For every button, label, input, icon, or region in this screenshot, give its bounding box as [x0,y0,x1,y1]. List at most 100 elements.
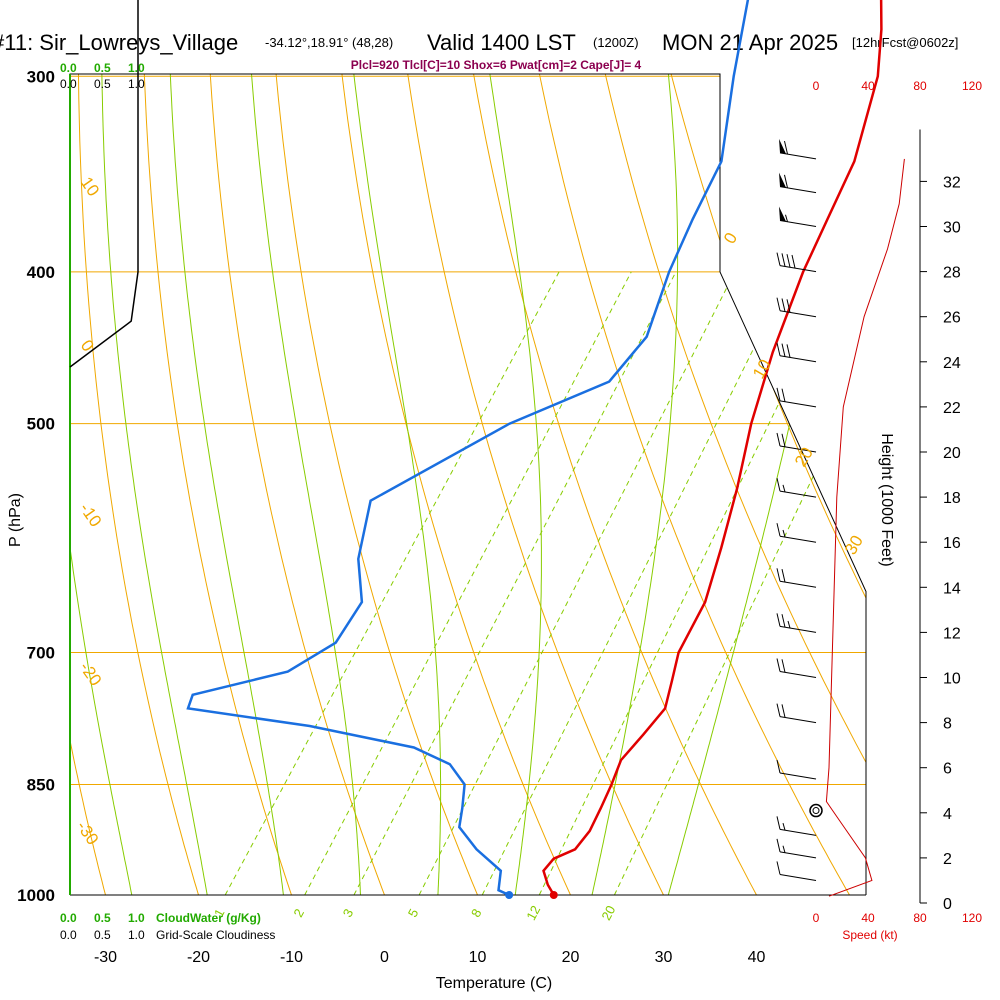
wind-barb-staff-2 [779,828,817,836]
wind-barb-pennant-15-0 [779,206,786,222]
wind-barb-flag-14-1 [781,253,786,267]
wind-barb-15 [779,206,817,227]
dry-adiabat--20 [77,74,210,895]
wind-barb-flag-9-0 [776,477,781,492]
height-tick-14: 14 [943,580,961,597]
wind-barb-flag-0-0 [776,861,781,875]
pressure-tick-700: 700 [27,643,55,662]
wind-barb-half-8 [782,529,786,538]
wind-barb-13 [776,297,817,318]
cloudwater-top-0: 0.0 [60,61,77,75]
wind-barb-4 [776,703,817,724]
moist-adiabat--24 [70,74,139,895]
wind-barb-5 [776,658,817,678]
wind-barb-flag-17-1.5 [784,140,788,155]
surface-dewpoint-dot [505,891,514,899]
wind-barb-flag-14-0 [776,252,781,266]
dry-adiabat-70 [636,74,866,895]
dry-adiabat-40 [450,74,775,895]
wind-barb-6 [776,613,817,633]
height-tick-32: 32 [943,174,961,191]
mixing-ratio-line-2 [304,271,632,895]
dry-adiabat-30 [388,74,681,895]
cloudwater-bottom-2: 1.0 [128,911,145,925]
wind-barb-flag-10-1 [781,433,786,447]
wind-barb-flag-16-1.5 [784,174,788,188]
wind-barb-14 [776,252,817,273]
valid-date: MON 21 Apr 2025 [662,30,838,55]
speed-tick-bottom-0: 0 [813,911,820,925]
lcl-marker-inner [812,807,820,815]
cloudiness-line [69,0,139,368]
wind-barb-flag-13-2 [786,299,791,313]
lcl-marker [809,803,823,818]
cloudwater-scale-bottom: 0.0 0.5 1.0 CloudWater (g/Kg) 0.0 0.5 1.… [60,911,275,942]
wind-barb-staff-3 [779,772,817,780]
cloudiness-bottom-1: 0.5 [94,928,111,942]
pressure-tick-1000: 1000 [17,886,55,905]
station-title: #11: Sir_Lowreys_Village [0,30,238,55]
wind-barb-flag-14-2 [786,254,791,268]
wind-barb-flag-3-0 [776,759,781,774]
wind-barb-half-9 [782,484,786,493]
wind-barb-staff-6 [779,625,817,633]
wind-barb-flag-5-0 [776,658,781,672]
mixing-ratio-line-20 [613,271,866,895]
height-tick-8: 8 [943,716,952,733]
wind-barb-flag-6-1 [781,614,786,628]
wind-barb-staff-11 [779,400,817,408]
height-tick-22: 22 [943,400,961,417]
wind-barb-flag-11-1 [781,388,786,402]
wind-barb-flag-12-0 [776,342,781,356]
wind-barb-staff-4 [779,716,817,724]
wind-panel: 0246810121416182022242628303200404080801… [776,79,982,925]
wind-barb-half-15 [785,214,788,222]
wind-barb-9 [776,477,817,498]
pressure-tick-400: 400 [27,263,55,282]
wind-barb-flag-4-0 [776,703,781,717]
surface-temperature-dot [549,891,558,899]
moist-adiabat-8 [339,74,442,895]
temperature-tick-20: 20 [562,949,580,966]
speed-tick-bottom-80: 80 [913,911,927,925]
wind-barb-flag-2-0 [776,816,781,830]
cloudwater-label: CloudWater (g/Kg) [156,911,261,925]
wind-barb-flag-7-1 [781,568,786,583]
height-tick-10: 10 [943,671,961,688]
speed-tick-bottom-40: 40 [861,911,875,925]
dry-adiabat-0 [203,74,398,895]
wind-barb-flag-6-0 [776,613,781,627]
wind-barb-flag-12-1 [781,343,786,357]
x-axis-title: Temperature (C) [436,975,552,992]
wind-barb-pennant-17-0 [779,138,786,154]
pressure-tick-850: 850 [27,775,55,794]
height-tick-18: 18 [943,490,961,507]
wind-speed-profile [825,158,905,897]
dry-adiabat--10 [141,74,304,895]
dry-adiabat-50 [512,74,866,895]
height-axis-title: Height (1000 Feet) [878,433,895,566]
cloudwater-scale-top: 0.0 0.5 1.0 0.0 0.5 1.0 [60,61,145,91]
mixing-ratio-lines [224,271,866,895]
speed-axis-title: Speed (kt) [842,928,897,942]
dry-adiabat-60 [574,74,866,895]
height-tick-12: 12 [943,625,961,642]
plot-frame [69,73,867,896]
sounding-profiles [186,0,883,899]
mixing-ratio-label-12: 12 [523,903,543,923]
temperature-tick-30: 30 [655,949,673,966]
wind-barb-7 [776,568,817,588]
temperature-tick--30: -30 [94,949,117,966]
wind-barb-flag-13-0 [776,297,781,311]
dry-adiabat--30 [70,74,115,895]
dry-adiabat-10 [265,74,493,895]
speed-tick-top-0: 0 [813,79,820,93]
pressure-tick-500: 500 [27,415,55,434]
parameters-line: Plcl=920 Tlcl[C]=10 Shox=6 Pwat[cm]=2 Ca… [351,58,642,72]
temperature-tick--10: -10 [280,949,303,966]
wind-barb-1 [776,838,817,859]
pressure-tick-300: 300 [27,67,55,86]
cloudiness-top-0: 0.0 [60,77,77,91]
speed-tick-top-120: 120 [962,79,982,93]
